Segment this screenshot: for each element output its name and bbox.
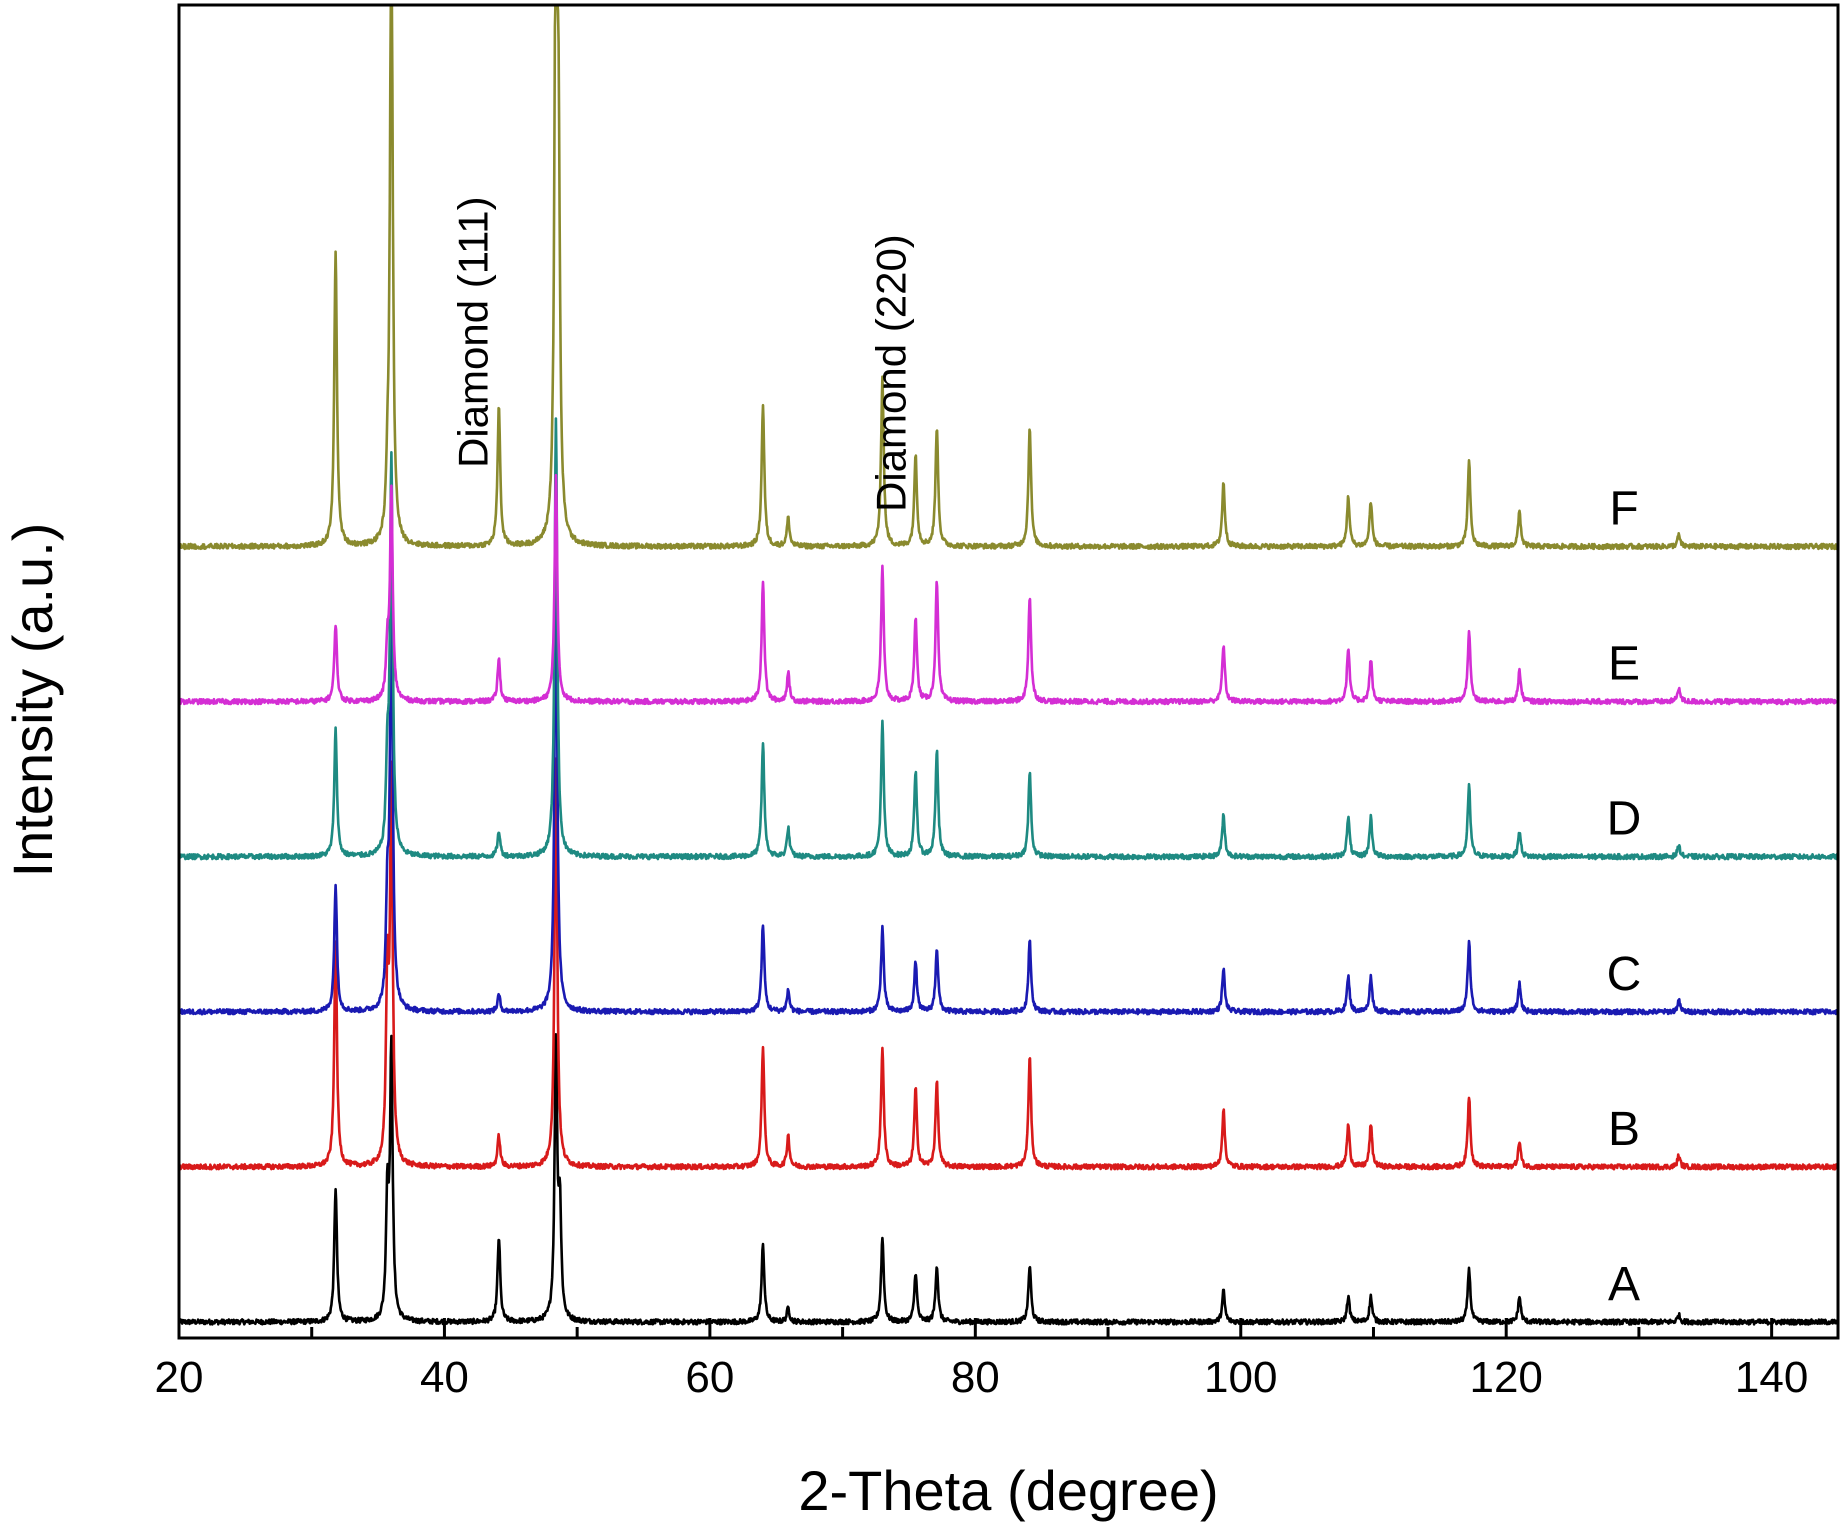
y-axis-title: Intensity (a.u.) — [1, 523, 64, 878]
series-line-D — [177, 417, 1840, 861]
series-line-F — [177, 3, 1839, 551]
x-tick-label: 80 — [951, 1353, 1000, 1402]
series-line-E — [177, 473, 1840, 706]
series-labels-group: A B C D E F — [1607, 483, 1642, 1312]
series-label-A: A — [1608, 1258, 1640, 1311]
x-axis-title: 2-Theta (degree) — [798, 1459, 1218, 1522]
series-label-F: F — [1609, 483, 1638, 536]
annotations-group: Diamond (111) Diamond (220) — [450, 196, 915, 512]
x-tick-label: 20 — [155, 1353, 204, 1402]
series-line-A — [177, 1033, 1839, 1326]
series-label-B: B — [1608, 1103, 1640, 1156]
plot-series-group — [177, 3, 1840, 1326]
series-label-E: E — [1608, 638, 1640, 691]
x-tick-label: 100 — [1204, 1353, 1277, 1402]
plot-frame — [177, 3, 1840, 1340]
series-line-B — [177, 757, 1840, 1171]
series-label-D: D — [1607, 793, 1642, 846]
x-tick-label: 60 — [685, 1353, 734, 1402]
series-line-C — [177, 542, 1840, 1016]
series-label-C: C — [1607, 948, 1642, 1001]
x-tick-label: 140 — [1735, 1353, 1808, 1402]
annotation-diamond-220: Diamond (220) — [868, 234, 915, 512]
x-tick-label: 120 — [1469, 1353, 1542, 1402]
x-axis-ticks: 20 40 60 80 100 120 140 — [155, 1318, 1808, 1402]
annotation-diamond-111: Diamond (111) — [450, 196, 497, 468]
x-tick-label: 40 — [420, 1353, 469, 1402]
